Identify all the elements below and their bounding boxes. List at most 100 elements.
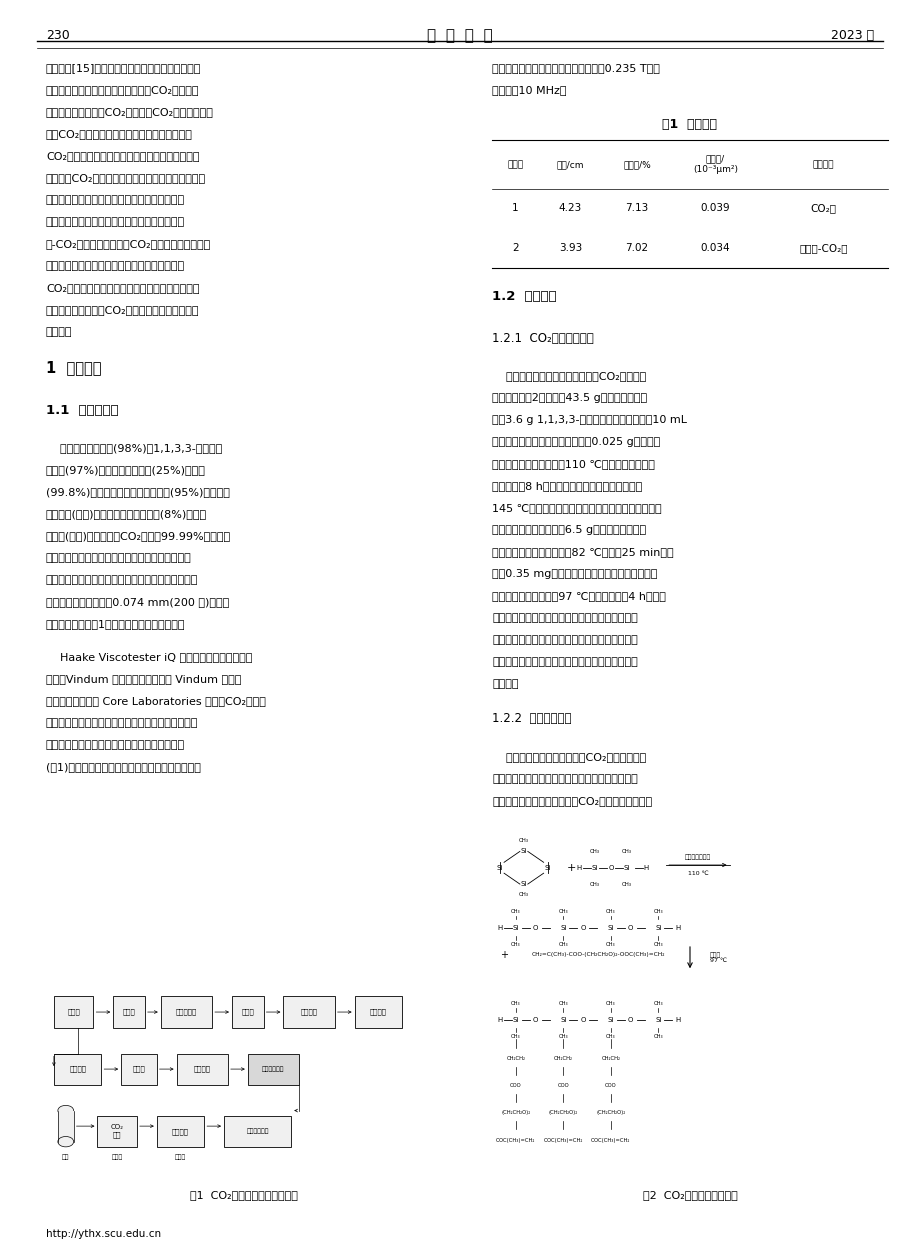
Text: Si: Si [591, 865, 597, 871]
Text: Si: Si [560, 1017, 566, 1023]
Text: CH₃: CH₃ [558, 941, 568, 947]
Text: O: O [532, 925, 538, 930]
Text: 增加CO₂溶解的同时，通过氢键或螯合作用提高: 增加CO₂溶解的同时，通过氢键或螯合作用提高 [46, 128, 193, 138]
Text: Si: Si [607, 1017, 613, 1023]
Bar [54, 997, 94, 1028]
Text: 网状结构。这样既能提高聚合物分子间的相互作: 网状结构。这样既能提高聚合物分子间的相互作 [46, 195, 185, 205]
Text: 奥德里奇(上海)贸易有限公司；氯铂酸(8%)、阿拉: 奥德里奇(上海)贸易有限公司；氯铂酸(8%)、阿拉 [46, 509, 207, 519]
Text: CH₃: CH₃ [511, 941, 520, 947]
Text: 1.2.1  CO₂增稠剂的制备: 1.2.1 CO₂增稠剂的制备 [492, 332, 594, 344]
Bar [161, 997, 212, 1028]
Bar [113, 997, 145, 1028]
Text: Si: Si [560, 925, 566, 930]
Text: 配样容器: 配样容器 [172, 1128, 188, 1135]
Text: O: O [607, 865, 613, 871]
Text: CH₃: CH₃ [621, 848, 631, 854]
Bar [232, 997, 263, 1028]
Text: CH₃: CH₃ [558, 909, 568, 914]
Text: 振频率为10 MHz。: 振频率为10 MHz。 [492, 85, 566, 94]
Text: O: O [580, 1017, 585, 1023]
Text: 醋酸乙烯酯，均大大改善了共聚物在CO₂中的溶解: 醋酸乙烯酯，均大大改善了共聚物在CO₂中的溶解 [46, 85, 199, 94]
Text: CH₃: CH₃ [518, 892, 528, 897]
Text: 度压力调节系统、稳流系统和黏度测量系统组成: 度压力调节系统、稳流系统和黏度测量系统组成 [46, 740, 185, 750]
Text: 砂，岩心参数如表1所示；油样来自现场原油。: 砂，岩心参数如表1所示；油样来自现场原油。 [46, 620, 186, 630]
Text: O: O [628, 925, 632, 930]
Text: Si: Si [512, 1017, 518, 1023]
Text: 图1  CO₂增稠剂评价装置示意图: 图1 CO₂增稠剂评价装置示意图 [189, 1190, 298, 1200]
Text: 公司；Vindum 高精度注入泵，美国 Vindum 工程公: 公司；Vindum 高精度注入泵，美国 Vindum 工程公 [46, 674, 241, 684]
Text: 增稠剂容器: 增稠剂容器 [176, 1008, 197, 1016]
Text: CO₂的黏度。本文提出一种硅酮聚合物的制备新思: CO₂的黏度。本文提出一种硅酮聚合物的制备新思 [46, 151, 199, 161]
Text: CH₃: CH₃ [589, 881, 599, 886]
Text: CO₂黏度和流变性的影响，分析了流变性发生改变: CO₂黏度和流变性的影响，分析了流变性发生改变 [46, 283, 199, 293]
Text: 子化合物。将初级产品和6.5 g二乙二醇二甲基丙: 子化合物。将初级产品和6.5 g二乙二醇二甲基丙 [492, 525, 646, 535]
Text: 子质量。: 子质量。 [492, 679, 518, 689]
Text: COO: COO [605, 1084, 616, 1089]
Bar [156, 1116, 204, 1146]
Text: +: + [500, 950, 507, 960]
Text: CH₃: CH₃ [606, 1035, 615, 1040]
Text: 1: 1 [511, 204, 518, 214]
Text: 行开环聚合8 h。待反应结束后，调节体系温度至: 行开环聚合8 h。待反应结束后，调节体系温度至 [492, 481, 641, 491]
Text: 控制阀: 控制阀 [122, 1008, 135, 1016]
Text: http://ythx.scu.edu.cn: http://ythx.scu.edu.cn [46, 1229, 161, 1239]
Text: Si: Si [496, 865, 503, 871]
Text: Si: Si [623, 865, 630, 871]
Text: 7.02: 7.02 [625, 243, 648, 253]
Text: 烯酸酯倒入三颈烧瓶中，在82 ℃下搅拌25 min。然: 烯酸酯倒入三颈烧瓶中，在82 ℃下搅拌25 min。然 [492, 547, 673, 557]
Text: 四甲基氢氧化铵: 四甲基氢氧化铵 [684, 854, 710, 860]
Text: 八甲基环四硅氧烷(98%)、1,1,3,3-四甲基二: 八甲基环四硅氧烷(98%)、1,1,3,3-四甲基二 [46, 444, 222, 454]
Text: H: H [643, 865, 649, 871]
Text: Si: Si [520, 848, 527, 855]
Text: (CH₂CH₂O)₂: (CH₂CH₂O)₂ [501, 1110, 530, 1115]
Text: 路，将亲CO₂短链引入聚合物主链分子间，形成空间: 路，将亲CO₂短链引入聚合物主链分子间，形成空间 [46, 172, 206, 182]
Text: CH₃: CH₃ [606, 1002, 615, 1007]
Text: 高气体有限公司；潜江坳陷页岩油岩心，泥质白云: 高气体有限公司；潜江坳陷页岩油岩心，泥质白云 [46, 553, 191, 563]
Bar [97, 1116, 137, 1146]
Text: 氧化铵后关闭反应釜。在110 ℃下通氮气保护，进: 氧化铵后关闭反应釜。在110 ℃下通氮气保护，进 [492, 459, 654, 469]
Text: 表1  岩心参数: 表1 岩心参数 [662, 118, 717, 131]
Text: 1.2  实验方法: 1.2 实验方法 [492, 290, 556, 303]
Text: 145 ℃，真空干燥去除甲苯、四甲基氢氧化铵和低分: 145 ℃，真空干燥去除甲苯、四甲基氢氧化铵和低分 [492, 503, 661, 513]
Text: 3.93: 3.93 [558, 243, 582, 253]
Text: 2023 年: 2023 年 [830, 29, 873, 41]
Text: 图2  CO₂增稠剂的制备过程: 图2 CO₂增稠剂的制备过程 [642, 1190, 736, 1200]
Text: CH₃: CH₃ [652, 941, 663, 947]
Text: COO: COO [557, 1084, 569, 1089]
Text: 230: 230 [46, 29, 70, 41]
Text: OOC(CH₃)=CH₂: OOC(CH₃)=CH₂ [495, 1138, 535, 1143]
Text: 用，增加聚合物溶液黏度，又能保证足够的聚合: 用，增加聚合物溶液黏度，又能保证足够的聚合 [46, 216, 185, 226]
Bar [54, 1053, 101, 1085]
Text: Si: Si [654, 1017, 661, 1023]
Text: 长度/cm: 长度/cm [556, 160, 584, 168]
Text: 采用开环聚合和硅氢化反应制备CO₂增稠剂，: 采用开环聚合和硅氢化反应制备CO₂增稠剂， [492, 371, 646, 381]
Text: 入增压装置，随增稠剂一同注入溶解系统，待系统: 入增压装置，随增稠剂一同注入溶解系统，待系统 [492, 773, 637, 783]
Text: 度。此外，还有将亲CO₂单体和疏CO₂单体共聚，在: 度。此外，还有将亲CO₂单体和疏CO₂单体共聚，在 [46, 107, 213, 117]
Text: +: + [566, 862, 575, 872]
Text: O: O [580, 925, 585, 930]
Text: CO₂
容器: CO₂ 容器 [110, 1125, 123, 1138]
Text: Si: Si [654, 925, 661, 930]
Text: CH₃: CH₃ [558, 1035, 568, 1040]
Bar [247, 1053, 299, 1085]
Bar [121, 1053, 156, 1085]
Text: 增压泵: 增压泵 [67, 1008, 80, 1016]
Text: CH₃: CH₃ [621, 881, 631, 886]
Text: CH₃: CH₃ [652, 1035, 663, 1040]
Bar [283, 997, 335, 1028]
Text: 注入泵: 注入泵 [111, 1155, 123, 1160]
Text: 岩心号: 岩心号 [506, 160, 523, 168]
Text: (图1)，北京华盛海天科技发展有限公司；核磁共振: (图1)，北京华盛海天科技发展有限公司；核磁共振 [46, 762, 200, 772]
Text: 黏度测量装置: 黏度测量装置 [262, 1066, 284, 1072]
Text: 硅氧烷(97%)、四甲基氢氧化铵(25%)、甲苯: 硅氧烷(97%)、四甲基氢氧化铵(25%)、甲苯 [46, 465, 206, 475]
Text: 渗透率/
(10⁻³μm²): 渗透率/ (10⁻³μm²) [692, 155, 737, 173]
Text: Si: Si [512, 925, 518, 930]
Text: CH₂CH₂: CH₂CH₂ [505, 1056, 525, 1061]
Text: H: H [675, 1017, 680, 1023]
Text: CH₃: CH₃ [606, 909, 615, 914]
Text: Si: Si [544, 865, 550, 871]
Text: 新思路。: 新思路。 [46, 327, 73, 337]
Text: O: O [532, 1017, 538, 1023]
Text: 110 ℃: 110 ℃ [686, 871, 708, 876]
Text: CH₃: CH₃ [652, 1002, 663, 1007]
